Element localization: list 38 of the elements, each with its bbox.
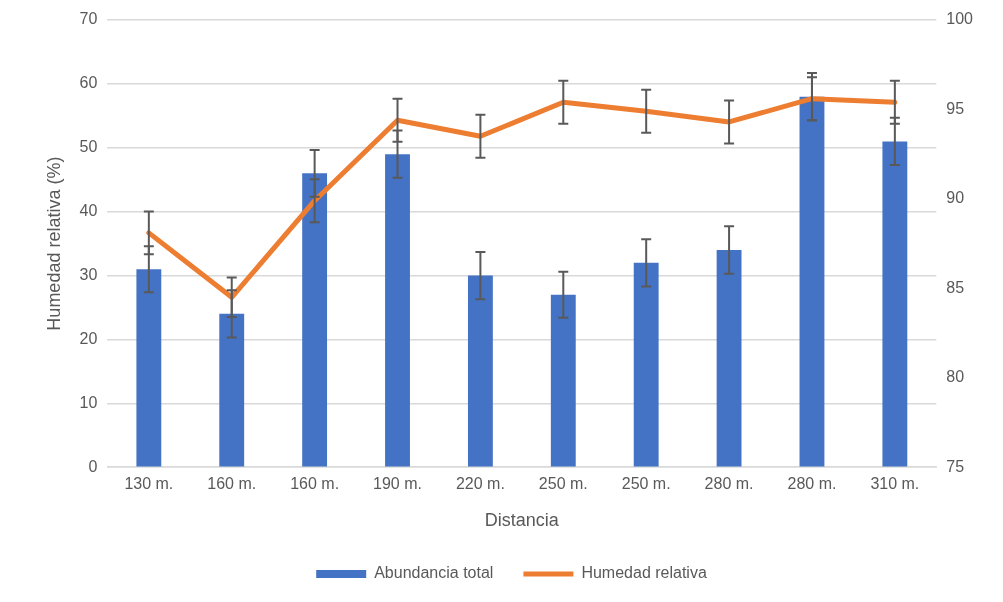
legend-label: Humedad relativa: [581, 564, 707, 582]
y2-tick-label: 80: [946, 368, 965, 386]
bar: [799, 96, 825, 467]
bar: [302, 173, 328, 467]
y-tick-label: 50: [79, 138, 98, 156]
bar: [385, 154, 410, 467]
y-tick-label: 40: [79, 202, 98, 220]
bar: [716, 249, 742, 467]
y2-tick-label: 100: [946, 10, 974, 28]
x-tick-label: 220 m.: [455, 475, 505, 493]
y-axis-title: Humedad relativa (%): [43, 156, 64, 331]
y-tick-label: 10: [79, 393, 98, 411]
legend-label: Abundancia total: [374, 564, 494, 582]
x-tick-label: 280 m.: [787, 475, 837, 493]
y2-tick-label: 85: [946, 278, 965, 296]
x-tick-label: 130 m.: [124, 475, 174, 493]
bar: [136, 269, 162, 467]
y-tick-label: 70: [79, 10, 98, 28]
x-tick-label: 160 m.: [290, 475, 340, 493]
y-tick-label: 30: [79, 265, 98, 283]
bar: [633, 262, 659, 467]
y-tick-label: 0: [88, 457, 98, 475]
y-tick-label: 20: [79, 329, 98, 347]
y2-tick-label: 90: [946, 189, 965, 207]
y2-tick-label: 95: [946, 99, 965, 117]
bar: [550, 294, 576, 467]
x-tick-label: 280 m.: [704, 475, 754, 493]
x-tick-label: 250 m.: [621, 475, 671, 493]
x-tick-label: 310 m.: [870, 475, 920, 493]
x-axis-title: Distancia: [484, 510, 560, 531]
bar: [219, 313, 245, 467]
x-tick-label: 190 m.: [373, 475, 422, 493]
x-tick-label: 160 m.: [207, 475, 257, 493]
y-tick-label: 60: [79, 74, 98, 92]
bar: [467, 275, 493, 467]
y2-tick-label: 75: [946, 457, 965, 475]
bar: [882, 141, 908, 467]
x-tick-label: 250 m.: [538, 475, 588, 493]
